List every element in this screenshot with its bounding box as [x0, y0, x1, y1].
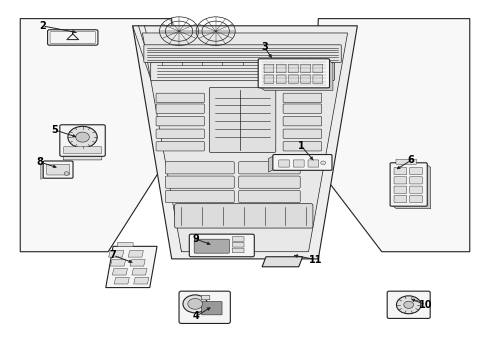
Text: 10: 10 [419, 300, 433, 310]
FancyBboxPatch shape [283, 104, 322, 113]
FancyBboxPatch shape [209, 87, 276, 152]
Polygon shape [114, 278, 129, 284]
FancyBboxPatch shape [165, 190, 234, 203]
FancyBboxPatch shape [283, 93, 322, 103]
FancyBboxPatch shape [156, 117, 204, 126]
FancyBboxPatch shape [156, 93, 204, 103]
FancyBboxPatch shape [294, 160, 304, 167]
Polygon shape [262, 257, 303, 267]
FancyBboxPatch shape [396, 159, 416, 164]
FancyBboxPatch shape [239, 190, 300, 203]
Text: 6: 6 [408, 155, 415, 165]
FancyBboxPatch shape [156, 129, 204, 138]
FancyBboxPatch shape [276, 64, 286, 73]
FancyBboxPatch shape [301, 75, 311, 84]
FancyBboxPatch shape [64, 147, 101, 154]
FancyBboxPatch shape [410, 177, 422, 184]
FancyBboxPatch shape [47, 164, 70, 175]
FancyBboxPatch shape [276, 75, 286, 84]
FancyBboxPatch shape [232, 237, 244, 241]
FancyBboxPatch shape [387, 291, 430, 319]
FancyBboxPatch shape [273, 154, 332, 170]
FancyBboxPatch shape [151, 62, 334, 81]
Polygon shape [128, 251, 144, 257]
Text: 11: 11 [309, 255, 322, 265]
FancyBboxPatch shape [201, 302, 222, 315]
FancyBboxPatch shape [232, 248, 244, 253]
Text: 1: 1 [298, 141, 305, 151]
Circle shape [321, 161, 326, 165]
FancyBboxPatch shape [313, 64, 323, 73]
FancyBboxPatch shape [279, 160, 290, 167]
Text: 8: 8 [36, 157, 43, 167]
Circle shape [396, 296, 421, 314]
Polygon shape [109, 251, 124, 257]
FancyBboxPatch shape [394, 167, 407, 175]
FancyBboxPatch shape [156, 104, 204, 113]
FancyBboxPatch shape [264, 64, 274, 73]
Circle shape [68, 126, 97, 148]
Circle shape [188, 298, 202, 309]
FancyBboxPatch shape [63, 153, 102, 160]
Circle shape [64, 172, 69, 175]
Text: 7: 7 [110, 250, 117, 260]
Circle shape [183, 295, 207, 313]
FancyBboxPatch shape [264, 75, 274, 84]
FancyBboxPatch shape [410, 167, 422, 175]
FancyBboxPatch shape [118, 242, 133, 247]
Polygon shape [143, 33, 347, 252]
FancyBboxPatch shape [232, 242, 244, 247]
Polygon shape [111, 260, 125, 266]
FancyBboxPatch shape [239, 162, 300, 174]
FancyBboxPatch shape [410, 186, 422, 193]
Circle shape [404, 301, 414, 309]
FancyBboxPatch shape [394, 177, 407, 184]
Text: 4: 4 [193, 311, 199, 321]
FancyBboxPatch shape [189, 234, 254, 257]
FancyBboxPatch shape [43, 161, 73, 178]
Polygon shape [112, 269, 127, 275]
FancyBboxPatch shape [410, 195, 422, 203]
FancyBboxPatch shape [194, 239, 229, 253]
FancyBboxPatch shape [179, 291, 230, 323]
Text: 5: 5 [51, 125, 58, 135]
Text: 2: 2 [39, 21, 46, 31]
Polygon shape [130, 260, 145, 266]
FancyBboxPatch shape [289, 75, 298, 84]
Polygon shape [260, 60, 333, 90]
FancyBboxPatch shape [144, 45, 341, 62]
Polygon shape [134, 278, 149, 284]
Polygon shape [133, 26, 357, 259]
FancyBboxPatch shape [165, 162, 234, 174]
Polygon shape [132, 269, 147, 275]
FancyBboxPatch shape [308, 160, 319, 167]
FancyBboxPatch shape [283, 141, 322, 151]
Circle shape [75, 132, 89, 142]
FancyBboxPatch shape [165, 176, 234, 188]
Polygon shape [392, 164, 431, 209]
FancyBboxPatch shape [289, 64, 298, 73]
Polygon shape [269, 156, 274, 172]
Polygon shape [106, 246, 157, 288]
FancyBboxPatch shape [201, 296, 210, 300]
FancyBboxPatch shape [283, 129, 322, 138]
FancyBboxPatch shape [283, 117, 322, 126]
FancyBboxPatch shape [301, 64, 311, 73]
FancyBboxPatch shape [174, 204, 313, 228]
FancyBboxPatch shape [390, 163, 427, 206]
FancyBboxPatch shape [48, 30, 98, 45]
FancyBboxPatch shape [394, 186, 407, 193]
Text: 9: 9 [193, 234, 199, 244]
Text: 3: 3 [261, 42, 268, 52]
Polygon shape [20, 19, 176, 252]
Polygon shape [41, 162, 45, 179]
FancyBboxPatch shape [239, 176, 300, 188]
FancyBboxPatch shape [156, 141, 204, 151]
FancyBboxPatch shape [394, 195, 407, 203]
FancyBboxPatch shape [313, 75, 323, 84]
FancyBboxPatch shape [60, 125, 105, 156]
FancyBboxPatch shape [258, 59, 330, 88]
Polygon shape [314, 19, 470, 252]
FancyBboxPatch shape [201, 296, 210, 300]
